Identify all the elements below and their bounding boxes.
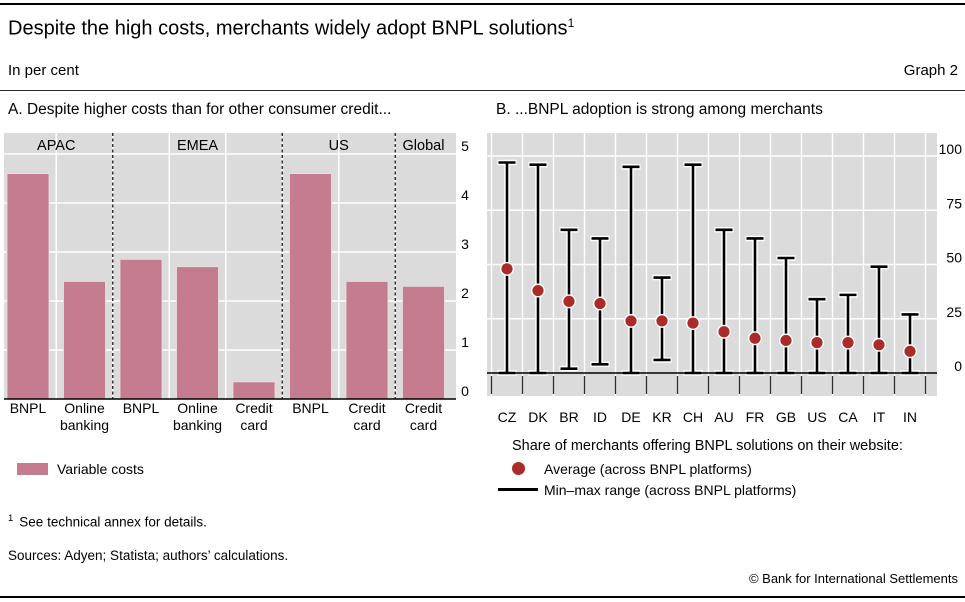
header-divider (0, 90, 965, 91)
legend-average-row: Average (across BNPL platforms) (495, 458, 903, 479)
svg-text:GB: GB (776, 409, 796, 425)
svg-text:Online: Online (64, 400, 105, 416)
panel-b-dot-range-chart: 0 25 50 75 100 CZ DK BR ID DE KR CH AU FR GB US CA IT IN (487, 133, 963, 425)
legend-average-dot-icon (511, 462, 525, 475)
svg-text:card: card (410, 417, 437, 433)
legend-range-cell (495, 488, 541, 491)
graph-number: Graph 2 (903, 62, 958, 79)
svg-text:card: card (353, 417, 380, 433)
svg-text:banking: banking (60, 417, 109, 433)
variable-costs-label: Variable costs (57, 461, 144, 477)
svg-text:CZ: CZ (498, 409, 517, 425)
svg-text:card: card (240, 417, 267, 433)
svg-text:5: 5 (461, 138, 469, 154)
svg-text:FR: FR (746, 409, 765, 425)
svg-text:AU: AU (714, 409, 733, 425)
panel-b-legend: Share of merchants offering BNPL solutio… (495, 438, 903, 500)
svg-text:CA: CA (838, 409, 858, 425)
svg-text:0: 0 (954, 358, 962, 374)
legend-average-cell (495, 462, 541, 475)
svg-text:BNPL: BNPL (10, 400, 47, 416)
svg-text:DE: DE (621, 409, 640, 425)
svg-text:ID: ID (593, 409, 607, 425)
svg-text:0: 0 (461, 383, 469, 399)
legend-range-row: Min–max range (across BNPL platforms) (495, 479, 903, 500)
bottom-rule (0, 596, 965, 598)
svg-text:US: US (329, 138, 349, 154)
svg-text:75: 75 (946, 195, 962, 211)
svg-text:3: 3 (461, 236, 469, 252)
svg-text:IT: IT (873, 409, 886, 425)
svg-text:BNPL: BNPL (292, 400, 329, 416)
panel-a-title: A. Despite higher costs than for other c… (8, 101, 392, 118)
variable-costs-swatch (17, 463, 48, 475)
svg-text:100: 100 (939, 141, 963, 157)
svg-text:banking: banking (173, 417, 222, 433)
svg-text:CH: CH (683, 409, 703, 425)
legend-range-label: Min–max range (across BNPL platforms) (544, 481, 797, 498)
footnote-marker: 1 (8, 513, 14, 524)
panel-b-legend-heading: Share of merchants offering BNPL solutio… (512, 438, 903, 454)
top-rule (0, 3, 965, 5)
svg-text:DK: DK (528, 409, 548, 425)
svg-text:US: US (807, 409, 826, 425)
svg-text:2: 2 (461, 285, 469, 301)
graph-title-text: Despite the high costs, merchants widely… (8, 17, 568, 40)
footnote-text: See technical annex for details. (19, 514, 207, 530)
svg-text:BR: BR (559, 409, 578, 425)
sources-line: Sources: Adyen; Statista; authors’ calcu… (8, 548, 289, 563)
svg-text:4: 4 (461, 187, 469, 203)
svg-text:APAC: APAC (37, 138, 75, 154)
svg-text:25: 25 (946, 304, 962, 320)
svg-text:Global: Global (403, 138, 445, 154)
legend-range-line-icon (498, 488, 538, 491)
svg-text:IN: IN (903, 409, 917, 425)
title-footnote-marker: 1 (567, 16, 575, 30)
copyright: © Bank for International Settlements (748, 571, 958, 586)
svg-text:EMEA: EMEA (177, 138, 218, 154)
panel-b-title: B. ...BNPL adoption is strong among merc… (496, 101, 823, 118)
unit-label: In per cent (8, 62, 79, 79)
svg-text:Credit: Credit (348, 400, 385, 416)
legend-average-label: Average (across BNPL platforms) (544, 460, 752, 477)
svg-text:Online: Online (177, 400, 218, 416)
svg-text:50: 50 (946, 250, 962, 266)
svg-text:Credit: Credit (235, 400, 272, 416)
footnote: 1 See technical annex for details. (8, 513, 207, 530)
svg-text:BNPL: BNPL (123, 400, 160, 416)
panel-a-legend: Variable costs (17, 461, 144, 477)
svg-text:1: 1 (461, 334, 469, 350)
svg-text:KR: KR (652, 409, 671, 425)
svg-text:Credit: Credit (405, 400, 442, 416)
graph-title: Despite the high costs, merchants widely… (8, 16, 574, 41)
